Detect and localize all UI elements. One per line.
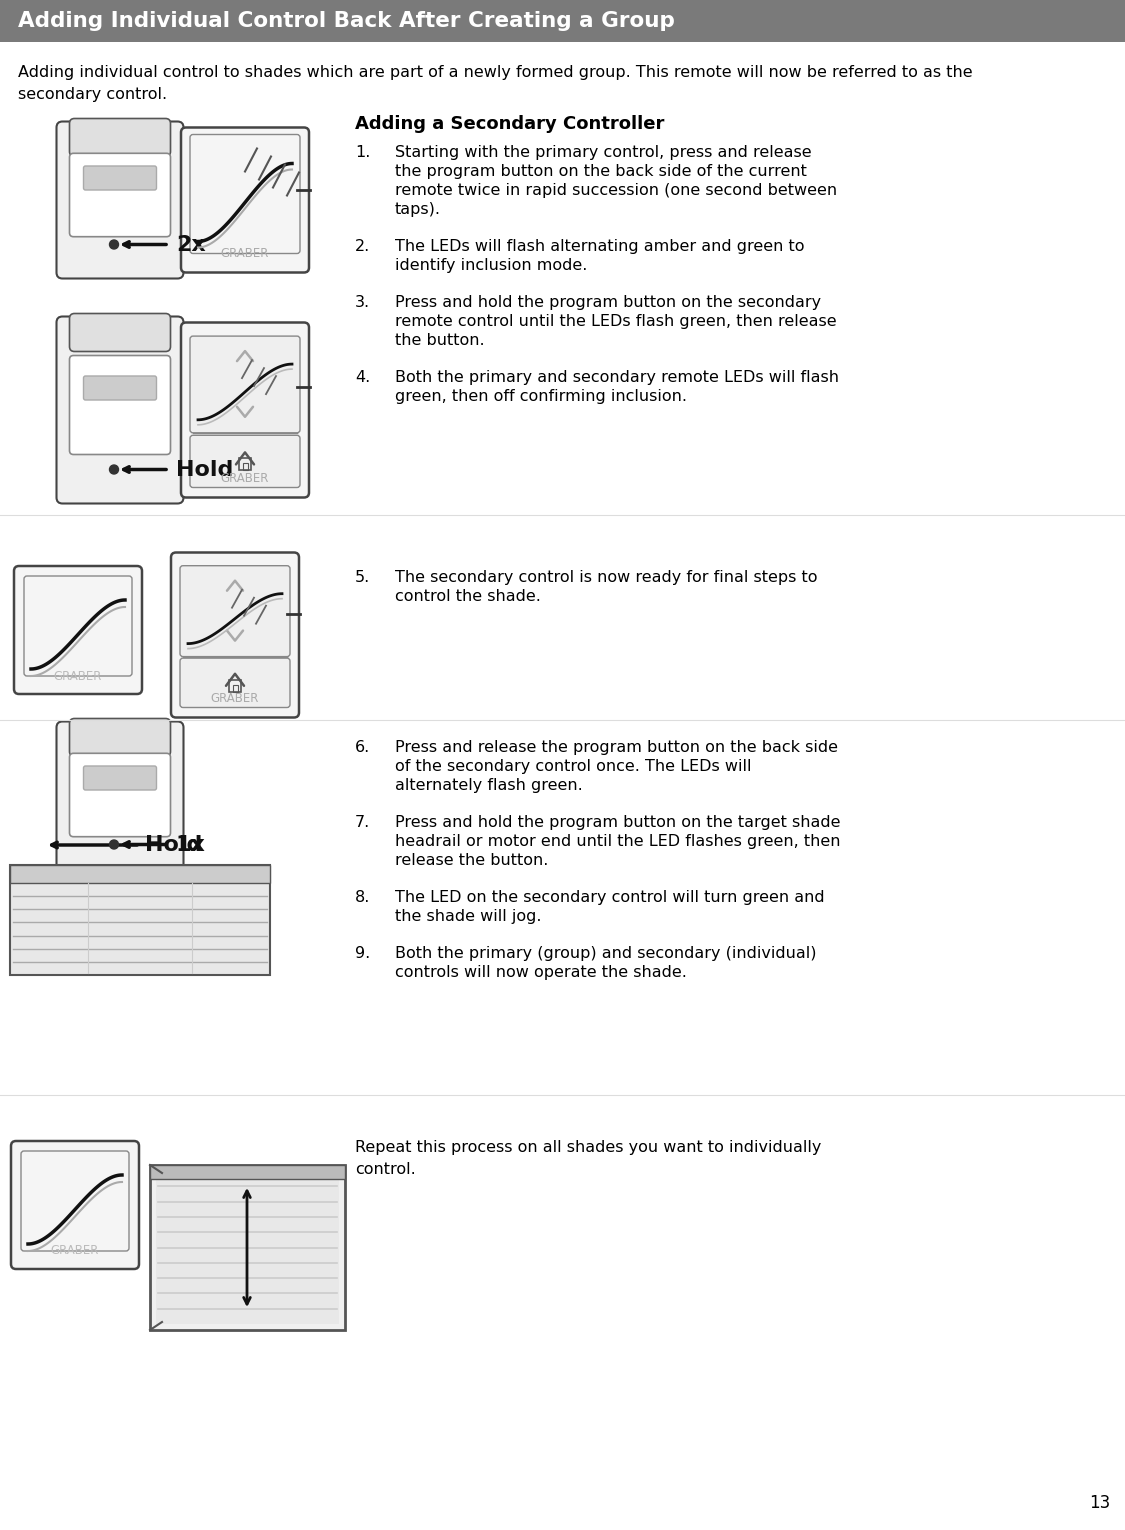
Text: green, then off confirming inclusion.: green, then off confirming inclusion. [395,389,687,404]
Text: 3.: 3. [356,295,370,311]
FancyBboxPatch shape [70,355,171,454]
FancyBboxPatch shape [181,127,309,272]
FancyBboxPatch shape [24,575,132,676]
Bar [10,864,270,883]
Text: Press and hold the program button on the secondary: Press and hold the program button on the… [395,295,821,311]
Bar [238,459,251,470]
Bar [233,685,237,692]
Text: GRABER: GRABER [220,471,269,485]
Text: Hold: Hold [145,835,202,855]
Text: 13: 13 [1089,1493,1110,1512]
Text: 5.: 5. [356,571,370,584]
Text: Both the primary (group) and secondary (individual): Both the primary (group) and secondary (… [395,946,817,961]
Bar [150,1164,345,1180]
Text: control the shade.: control the shade. [395,589,541,604]
Text: 7.: 7. [356,815,370,829]
FancyBboxPatch shape [190,135,300,254]
FancyBboxPatch shape [56,722,183,878]
FancyBboxPatch shape [21,1151,129,1252]
Text: Repeat this process on all shades you want to individually: Repeat this process on all shades you wa… [356,1140,821,1155]
Text: 2.: 2. [356,239,370,254]
Bar [243,464,248,470]
Text: identify inclusion mode.: identify inclusion mode. [395,259,587,272]
FancyBboxPatch shape [10,864,270,975]
FancyBboxPatch shape [70,753,171,837]
Text: GRABER: GRABER [220,246,269,260]
Text: Press and hold the program button on the target shade: Press and hold the program button on the… [395,815,840,829]
FancyBboxPatch shape [11,1141,140,1268]
Text: the button.: the button. [395,334,485,347]
Text: The LEDs will flash alternating amber and green to: The LEDs will flash alternating amber an… [395,239,804,254]
FancyBboxPatch shape [180,658,290,707]
Text: Adding Individual Control Back After Creating a Group: Adding Individual Control Back After Cre… [18,11,675,31]
Circle shape [109,840,118,849]
FancyBboxPatch shape [70,153,171,237]
FancyBboxPatch shape [83,165,156,190]
Text: of the secondary control once. The LEDs will: of the secondary control once. The LEDs … [395,759,752,774]
Text: the shade will jog.: the shade will jog. [395,909,541,924]
Text: the program button on the back side of the current: the program button on the back side of t… [395,164,807,179]
FancyBboxPatch shape [181,323,309,497]
FancyBboxPatch shape [56,121,183,278]
Text: GRABER: GRABER [51,1244,99,1258]
Text: Starting with the primary control, press and release: Starting with the primary control, press… [395,145,811,161]
Text: taps).: taps). [395,202,441,217]
Text: 2x: 2x [176,234,206,254]
Text: 1.: 1. [356,145,370,161]
Text: Press and release the program button on the back side: Press and release the program button on … [395,741,838,754]
Text: 6.: 6. [356,741,370,754]
FancyBboxPatch shape [56,317,183,503]
Text: GRABER: GRABER [54,670,102,682]
Text: control.: control. [356,1161,416,1177]
FancyBboxPatch shape [190,436,300,488]
FancyBboxPatch shape [70,314,171,352]
Bar [150,1164,345,1330]
FancyBboxPatch shape [83,376,156,399]
Text: remote twice in rapid succession (one second between: remote twice in rapid succession (one se… [395,184,837,197]
FancyBboxPatch shape [70,719,171,756]
FancyBboxPatch shape [180,566,290,656]
FancyBboxPatch shape [14,566,142,695]
Text: The secondary control is now ready for final steps to: The secondary control is now ready for f… [395,571,818,584]
Text: Adding individual control to shades which are part of a newly formed group. This: Adding individual control to shades whic… [18,64,973,80]
Circle shape [109,240,118,249]
Text: Hold: Hold [176,459,233,479]
Text: The LED on the secondary control will turn green and: The LED on the secondary control will tu… [395,890,825,906]
FancyBboxPatch shape [83,767,156,789]
Text: Adding a Secondary Controller: Adding a Secondary Controller [356,115,665,133]
Text: Both the primary and secondary remote LEDs will flash: Both the primary and secondary remote LE… [395,370,839,386]
Text: secondary control.: secondary control. [18,87,168,103]
Text: 4.: 4. [356,370,370,386]
Text: headrail or motor end until the LED flashes green, then: headrail or motor end until the LED flas… [395,834,840,849]
Text: controls will now operate the shade.: controls will now operate the shade. [395,965,687,981]
Circle shape [109,465,118,474]
Text: 8.: 8. [356,890,370,906]
Text: 1x: 1x [176,834,206,854]
Text: remote control until the LEDs flash green, then release: remote control until the LEDs flash gree… [395,314,837,329]
Text: alternately flash green.: alternately flash green. [395,777,583,793]
Text: GRABER: GRABER [210,692,259,705]
FancyBboxPatch shape [171,552,299,718]
Text: 9.: 9. [356,946,370,961]
Bar [156,1170,339,1323]
Text: release the button.: release the button. [395,854,548,868]
FancyBboxPatch shape [70,118,171,156]
Bar [0,0,1125,41]
FancyBboxPatch shape [190,337,300,433]
Bar [229,679,241,692]
